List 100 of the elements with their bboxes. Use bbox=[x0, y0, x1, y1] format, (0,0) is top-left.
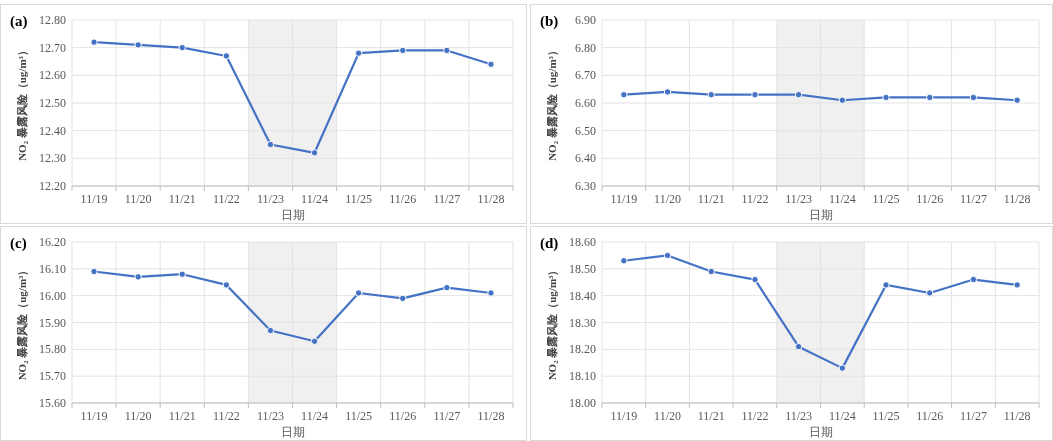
point bbox=[838, 364, 847, 372]
x-tick-label: 11/28 bbox=[1003, 192, 1031, 206]
y-tick-label: 12.40 bbox=[39, 123, 66, 138]
y-tick-label: 12.30 bbox=[39, 151, 66, 166]
x-tick-label: 11/19 bbox=[80, 192, 108, 206]
x-tick-label: 11/28 bbox=[1003, 409, 1031, 423]
point bbox=[134, 41, 142, 49]
y-tick-label: 18.20 bbox=[569, 342, 596, 357]
point bbox=[222, 52, 231, 60]
x-tick-label: 11/28 bbox=[477, 409, 505, 423]
x-tick-label: 11/25 bbox=[872, 409, 900, 423]
chart-title: (c) bbox=[10, 235, 27, 252]
point bbox=[399, 294, 407, 303]
point bbox=[266, 140, 275, 149]
point bbox=[1013, 281, 1021, 289]
x-tick-label: 11/24 bbox=[301, 192, 328, 206]
point bbox=[90, 267, 98, 276]
y-axis-title: NO₂ 暴露风险（ug/m³） bbox=[16, 45, 29, 161]
y-tick-label: 12.50 bbox=[39, 96, 66, 110]
point bbox=[399, 46, 407, 55]
y-tick-label: 18.40 bbox=[569, 288, 596, 303]
y-tick-label: 18.50 bbox=[569, 261, 596, 276]
y-tick-label: 6.40 bbox=[575, 151, 596, 166]
y-axis-title: NO₂ 暴露风险（ug/m³） bbox=[546, 45, 559, 161]
y-tick-label: 12.70 bbox=[39, 40, 66, 55]
x-tick-label: 11/25 bbox=[872, 192, 900, 206]
point bbox=[90, 38, 98, 46]
point bbox=[663, 251, 672, 260]
y-tick-label: 15.90 bbox=[39, 315, 66, 330]
x-tick-label: 11/21 bbox=[697, 192, 725, 206]
chart-title: (a) bbox=[10, 13, 28, 30]
point bbox=[443, 283, 451, 292]
x-tick-label: 11/27 bbox=[433, 409, 461, 423]
y-tick-label: 6.70 bbox=[575, 68, 596, 83]
point bbox=[707, 267, 715, 276]
x-tick-label: 11/26 bbox=[389, 192, 417, 206]
x-tick-label: 11/20 bbox=[654, 192, 681, 206]
chart-title: (b) bbox=[540, 13, 559, 30]
y-tick-label: 12.80 bbox=[39, 13, 66, 27]
x-tick-label: 11/21 bbox=[697, 409, 725, 423]
x-tick-label: 11/27 bbox=[960, 192, 987, 206]
x-axis-title: 日期 bbox=[280, 425, 305, 439]
y-tick-label: 15.80 bbox=[39, 342, 66, 357]
y-tick-label: 18.00 bbox=[569, 396, 596, 410]
x-tick-label: 11/23 bbox=[257, 409, 284, 423]
x-tick-label: 11/27 bbox=[433, 192, 461, 206]
x-tick-label: 11/19 bbox=[610, 409, 638, 423]
y-tick-label: 18.30 bbox=[569, 315, 596, 330]
point bbox=[751, 275, 759, 284]
point bbox=[926, 289, 934, 297]
x-tick-label: 11/21 bbox=[168, 409, 196, 423]
x-tick-label: 11/26 bbox=[916, 192, 944, 206]
x-tick-label: 11/28 bbox=[477, 192, 505, 206]
point bbox=[969, 275, 978, 284]
y-tick-label: 12.60 bbox=[39, 68, 66, 83]
x-tick-label: 11/20 bbox=[124, 409, 152, 423]
point bbox=[178, 43, 186, 52]
point bbox=[178, 270, 186, 278]
point bbox=[354, 289, 363, 297]
x-tick-label: 11/21 bbox=[168, 192, 196, 206]
x-tick-label: 11/25 bbox=[345, 192, 373, 206]
point bbox=[443, 46, 451, 55]
y-tick-label: 16.00 bbox=[39, 288, 66, 303]
x-tick-label: 11/23 bbox=[257, 192, 284, 206]
y-tick-label: 12.20 bbox=[39, 179, 66, 193]
y-tick-label: 16.10 bbox=[39, 261, 66, 276]
x-tick-label: 11/27 bbox=[960, 409, 987, 423]
y-tick-label: 16.20 bbox=[39, 235, 66, 249]
point bbox=[620, 257, 628, 265]
x-tick-label: 11/24 bbox=[828, 409, 856, 423]
y-tick-label: 15.60 bbox=[39, 396, 66, 410]
x-tick-label: 11/19 bbox=[80, 409, 108, 423]
y-tick-label: 6.60 bbox=[575, 96, 596, 110]
x-tick-label: 11/26 bbox=[916, 409, 944, 423]
point bbox=[794, 342, 803, 351]
x-tick-label: 11/25 bbox=[345, 409, 373, 423]
x-tick-label: 11/22 bbox=[212, 409, 240, 423]
point bbox=[310, 149, 319, 157]
point bbox=[310, 337, 319, 345]
y-tick-label: 18.60 bbox=[569, 235, 596, 249]
y-tick-label: 6.90 bbox=[575, 13, 596, 27]
point bbox=[487, 60, 495, 68]
chart-title: (d) bbox=[540, 235, 559, 252]
point bbox=[882, 281, 890, 289]
x-tick-label: 11/22 bbox=[741, 192, 769, 206]
x-tick-label: 11/24 bbox=[301, 409, 328, 423]
x-axis-title: 日期 bbox=[280, 208, 305, 222]
x-axis-title: 日期 bbox=[808, 208, 833, 222]
x-tick-label: 11/22 bbox=[741, 409, 769, 423]
x-tick-label: 11/26 bbox=[389, 409, 417, 423]
x-tick-label: 11/24 bbox=[828, 192, 856, 206]
y-tick-label: 6.50 bbox=[575, 123, 596, 138]
x-tick-label: 11/20 bbox=[124, 192, 152, 206]
x-tick-label: 11/19 bbox=[610, 192, 638, 206]
y-axis-title: NO₂ 暴露风险（ug/m³） bbox=[16, 264, 29, 381]
y-tick-label: 15.70 bbox=[39, 369, 66, 384]
point bbox=[487, 289, 495, 297]
point bbox=[354, 49, 363, 57]
point bbox=[134, 273, 142, 281]
y-tick-label: 6.80 bbox=[575, 40, 596, 55]
